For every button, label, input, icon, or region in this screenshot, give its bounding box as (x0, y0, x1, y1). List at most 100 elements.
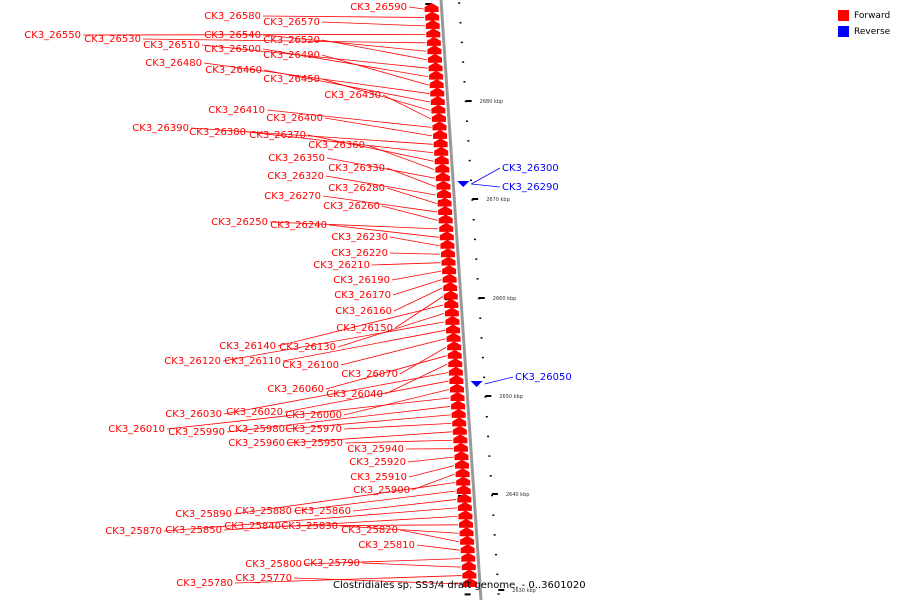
gene-feature-forward[interactable] (432, 121, 447, 131)
gene-label[interactable]: CK3_26270 (264, 191, 321, 202)
gene-label[interactable]: CK3_25810 (358, 540, 415, 551)
gene-label[interactable]: CK3_26370 (249, 130, 306, 141)
gene-feature-forward[interactable] (458, 518, 473, 528)
gene-label[interactable]: CK3_25940 (347, 444, 404, 455)
gene-feature-forward[interactable] (442, 265, 457, 275)
gene-label[interactable]: CK3_26300 (502, 163, 559, 174)
gene-feature-forward[interactable] (426, 36, 441, 46)
gene-feature-forward[interactable] (440, 239, 455, 249)
gene-label[interactable]: CK3_25970 (285, 424, 342, 435)
gene-feature-forward[interactable] (428, 62, 443, 72)
gene-feature-forward[interactable] (425, 19, 440, 29)
gene-feature-forward[interactable] (447, 341, 462, 351)
gene-feature-forward[interactable] (443, 282, 458, 292)
gene-label[interactable]: CK3_26530 (84, 34, 141, 45)
gene-label[interactable]: CK3_25780 (176, 578, 233, 589)
gene-feature-forward[interactable] (434, 155, 449, 165)
gene-feature-forward[interactable] (437, 197, 452, 207)
gene-label[interactable]: CK3_26190 (333, 275, 390, 286)
gene-label[interactable]: CK3_26100 (282, 360, 339, 371)
gene-feature-forward[interactable] (456, 484, 471, 494)
gene-label[interactable]: CK3_26050 (515, 372, 572, 383)
gene-feature-forward[interactable] (459, 527, 474, 537)
gene-feature-forward[interactable] (444, 307, 459, 317)
gene-label[interactable]: CK3_26430 (324, 90, 381, 101)
gene-label[interactable]: CK3_26240 (270, 220, 327, 231)
gene-label[interactable]: CK3_26380 (189, 127, 246, 138)
gene-feature-forward[interactable] (448, 366, 463, 376)
gene-label[interactable]: CK3_25850 (165, 525, 222, 536)
gene-label[interactable]: CK3_25890 (175, 509, 232, 520)
gene-feature-forward[interactable] (438, 205, 453, 215)
gene-label[interactable]: CK3_25980 (228, 424, 285, 435)
gene-label[interactable]: CK3_26500 (204, 44, 261, 55)
gene-feature-forward[interactable] (452, 417, 467, 427)
gene-feature-forward[interactable] (446, 332, 461, 342)
gene-feature-forward[interactable] (460, 544, 475, 554)
gene-label[interactable]: CK3_26000 (285, 410, 342, 421)
gene-label[interactable]: CK3_26580 (204, 11, 261, 22)
gene-label[interactable]: CK3_25830 (281, 521, 338, 532)
gene-label[interactable]: CK3_26290 (502, 182, 559, 193)
gene-label[interactable]: CK3_26550 (24, 30, 81, 41)
gene-feature-reverse[interactable] (457, 181, 470, 187)
gene-feature-forward[interactable] (462, 569, 477, 579)
gene-label[interactable]: CK3_26030 (165, 409, 222, 420)
gene-feature-forward[interactable] (456, 476, 471, 486)
gene-feature-forward[interactable] (440, 248, 455, 258)
gene-label[interactable]: CK3_26460 (205, 65, 262, 76)
gene-label[interactable]: CK3_26020 (226, 407, 283, 418)
gene-feature-forward[interactable] (438, 214, 453, 224)
gene-feature-forward[interactable] (439, 222, 454, 232)
gene-feature-forward[interactable] (439, 231, 454, 241)
gene-label[interactable]: CK3_25880 (235, 506, 292, 517)
gene-label[interactable]: CK3_26320 (267, 171, 324, 182)
gene-feature-forward[interactable] (436, 180, 451, 190)
gene-label[interactable]: CK3_26540 (204, 30, 261, 41)
gene-label[interactable]: CK3_25960 (228, 438, 285, 449)
gene-feature-forward[interactable] (449, 383, 464, 393)
gene-feature-forward[interactable] (425, 11, 440, 21)
gene-label[interactable]: CK3_25820 (341, 525, 398, 536)
gene-feature-forward[interactable] (460, 535, 475, 545)
gene-feature-forward[interactable] (455, 459, 470, 469)
gene-label[interactable]: CK3_25990 (168, 427, 225, 438)
gene-label[interactable]: CK3_26150 (336, 323, 393, 334)
gene-feature-forward[interactable] (452, 425, 467, 435)
gene-feature-forward[interactable] (454, 451, 469, 461)
gene-feature-forward[interactable] (430, 96, 445, 106)
gene-feature-forward[interactable] (435, 172, 450, 182)
gene-feature-reverse[interactable] (470, 381, 483, 387)
gene-label[interactable]: CK3_25870 (105, 526, 162, 537)
gene-feature-forward[interactable] (447, 349, 462, 359)
gene-feature-forward[interactable] (427, 45, 442, 55)
gene-feature-forward[interactable] (431, 112, 446, 122)
gene-label[interactable]: CK3_25920 (349, 457, 406, 468)
gene-label[interactable]: CK3_25790 (303, 558, 360, 569)
gene-label[interactable]: CK3_26330 (328, 163, 385, 174)
gene-label[interactable]: CK3_26040 (326, 389, 383, 400)
gene-feature-forward[interactable] (430, 87, 445, 97)
gene-label[interactable]: CK3_26230 (331, 232, 388, 243)
gene-label[interactable]: CK3_26400 (266, 113, 323, 124)
gene-label[interactable]: CK3_26510 (143, 40, 200, 51)
gene-label[interactable]: CK3_26280 (328, 183, 385, 194)
gene-label[interactable]: CK3_26450 (263, 74, 320, 85)
gene-feature-forward[interactable] (451, 400, 466, 410)
gene-label[interactable]: CK3_26160 (335, 306, 392, 317)
gene-label[interactable]: CK3_25840 (224, 521, 281, 532)
gene-label[interactable]: CK3_25800 (245, 559, 302, 570)
gene-feature-forward[interactable] (449, 375, 464, 385)
gene-label[interactable]: CK3_26170 (334, 290, 391, 301)
gene-feature-forward[interactable] (427, 53, 442, 63)
gene-label[interactable]: CK3_26410 (208, 105, 265, 116)
gene-label[interactable]: CK3_26110 (224, 356, 281, 367)
gene-label[interactable]: CK3_26350 (268, 153, 325, 164)
gene-feature-forward[interactable] (429, 70, 444, 80)
gene-feature-forward[interactable] (429, 79, 444, 89)
gene-label[interactable]: CK3_26570 (263, 17, 320, 28)
gene-feature-forward[interactable] (458, 510, 473, 520)
gene-feature-forward[interactable] (424, 3, 439, 12)
gene-label[interactable]: CK3_26490 (263, 50, 320, 61)
gene-feature-forward[interactable] (431, 104, 446, 114)
